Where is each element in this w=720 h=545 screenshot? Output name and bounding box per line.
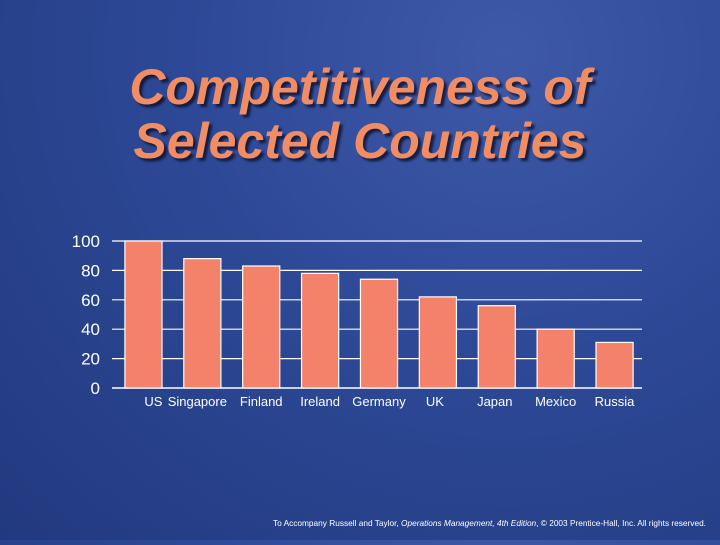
x-tick-label: Japan bbox=[477, 394, 512, 409]
y-axis-ticks: 0 20 40 60 80 100 bbox=[72, 232, 100, 398]
x-tick-label: Germany bbox=[352, 394, 406, 409]
bar bbox=[418, 296, 458, 389]
bars bbox=[124, 240, 634, 389]
x-tick-label: Ireland bbox=[300, 394, 340, 409]
y-tick-label: 60 bbox=[81, 291, 100, 310]
x-tick-label: Finland bbox=[240, 394, 283, 409]
title-line-1: Competitiveness of bbox=[129, 59, 591, 115]
bar bbox=[242, 265, 281, 389]
bar bbox=[536, 328, 575, 389]
slide-title: Competitiveness of Selected Countries bbox=[0, 60, 720, 168]
y-tick-label: 20 bbox=[81, 350, 100, 369]
bar bbox=[124, 240, 163, 389]
y-tick-label: 100 bbox=[72, 232, 100, 251]
x-axis-ticks: US Singapore Finland Ireland Germany UK Japan M… bbox=[144, 394, 635, 409]
bar bbox=[595, 341, 634, 389]
footer-suffix: , © 2003 Prentice-Hall, Inc. All rights … bbox=[536, 518, 706, 528]
y-tick-label: 80 bbox=[81, 261, 100, 280]
x-tick-label: Mexico bbox=[535, 394, 576, 409]
x-tick-label: Russia bbox=[595, 394, 636, 409]
footer-book: Operations Management, 4th Edition bbox=[401, 518, 537, 528]
footer-prefix: To Accompany Russell and Taylor, bbox=[272, 518, 402, 528]
bar bbox=[477, 305, 516, 389]
title-line-2: Selected Countries bbox=[133, 113, 587, 169]
bar bbox=[183, 258, 222, 389]
x-tick-label: UK bbox=[426, 394, 444, 409]
bar bbox=[300, 272, 340, 389]
y-tick-label: 40 bbox=[81, 320, 100, 339]
bar bbox=[359, 278, 399, 389]
x-tick-label: US bbox=[144, 394, 162, 409]
footer-credit: To Accompany Russell and Taylor, Operati… bbox=[0, 518, 706, 528]
x-tick-label: Singapore bbox=[168, 394, 227, 409]
y-tick-label: 0 bbox=[91, 379, 100, 398]
